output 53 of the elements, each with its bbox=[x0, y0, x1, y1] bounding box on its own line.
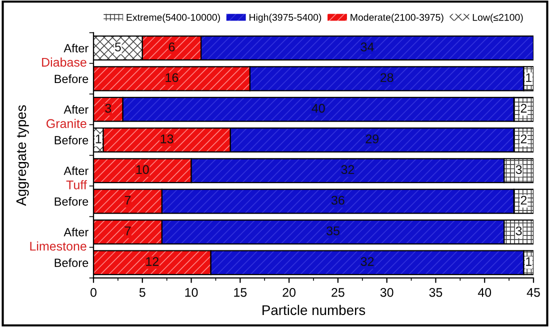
data-label: 1 bbox=[96, 134, 102, 144]
x-tick-label: 40 bbox=[478, 288, 492, 297]
y-tick-label: After bbox=[64, 166, 88, 176]
data-label: 29 bbox=[366, 134, 379, 144]
legend-label: Low(≤2100) bbox=[472, 14, 523, 23]
y-tick-label: Before bbox=[54, 197, 88, 206]
data-label: 6 bbox=[168, 42, 175, 52]
legend-label: Moderate(2100-3975) bbox=[350, 14, 444, 23]
x-tick-label: 20 bbox=[282, 288, 296, 297]
data-label: 2 bbox=[520, 134, 527, 144]
data-label: 35 bbox=[326, 226, 340, 236]
y-tick-label: Before bbox=[54, 74, 88, 84]
data-label: 36 bbox=[331, 196, 344, 205]
data-label: 40 bbox=[312, 104, 325, 113]
text: Granite bbox=[46, 118, 86, 128]
data-label: 10 bbox=[136, 165, 149, 174]
data-label: 32 bbox=[360, 257, 374, 266]
y-axis-title: Aggregate types bbox=[16, 105, 29, 206]
y-tick-label: Before bbox=[54, 136, 88, 144]
data-label: 2 bbox=[520, 196, 527, 205]
legend-label: High(3975-5400) bbox=[250, 14, 322, 23]
y-tick-label: After bbox=[64, 228, 88, 236]
text: Diabase bbox=[42, 58, 86, 67]
data-label: 3 bbox=[516, 226, 522, 236]
text: Tuff bbox=[66, 180, 87, 190]
y-tick-label: After bbox=[64, 105, 88, 114]
x-tick-label: 30 bbox=[380, 288, 394, 297]
data-label: 34 bbox=[360, 42, 374, 52]
legend-label: Extreme(5400-10000) bbox=[126, 14, 220, 23]
text: Limestone bbox=[30, 241, 86, 251]
data-label: 16 bbox=[166, 73, 178, 82]
y-tick-label: After bbox=[64, 44, 88, 52]
data-label: 2 bbox=[520, 104, 527, 113]
y-tick-label: Before bbox=[54, 258, 88, 268]
data-label: 13 bbox=[160, 134, 174, 144]
data-label: 28 bbox=[380, 73, 394, 82]
x-tick-label: 35 bbox=[429, 288, 442, 297]
data-label: 12 bbox=[146, 257, 158, 266]
x-axis-title: Particle numbers bbox=[262, 304, 366, 316]
data-label: 7 bbox=[124, 196, 131, 205]
data-label: 7 bbox=[124, 226, 131, 236]
x-tick-label: 10 bbox=[185, 288, 198, 297]
x-tick-label: 25 bbox=[332, 288, 344, 297]
data-label: 32 bbox=[341, 165, 354, 174]
data-label: 1 bbox=[526, 257, 532, 266]
data-label: 3 bbox=[105, 104, 112, 113]
data-label: 5 bbox=[114, 42, 121, 52]
data-label: 1 bbox=[526, 73, 532, 82]
data-label: 3 bbox=[516, 165, 522, 174]
x-tick-label: 5 bbox=[139, 288, 146, 297]
x-tick-label: 15 bbox=[234, 288, 247, 297]
x-tick-label: 45 bbox=[526, 288, 540, 297]
x-tick-label: 0 bbox=[90, 288, 96, 297]
